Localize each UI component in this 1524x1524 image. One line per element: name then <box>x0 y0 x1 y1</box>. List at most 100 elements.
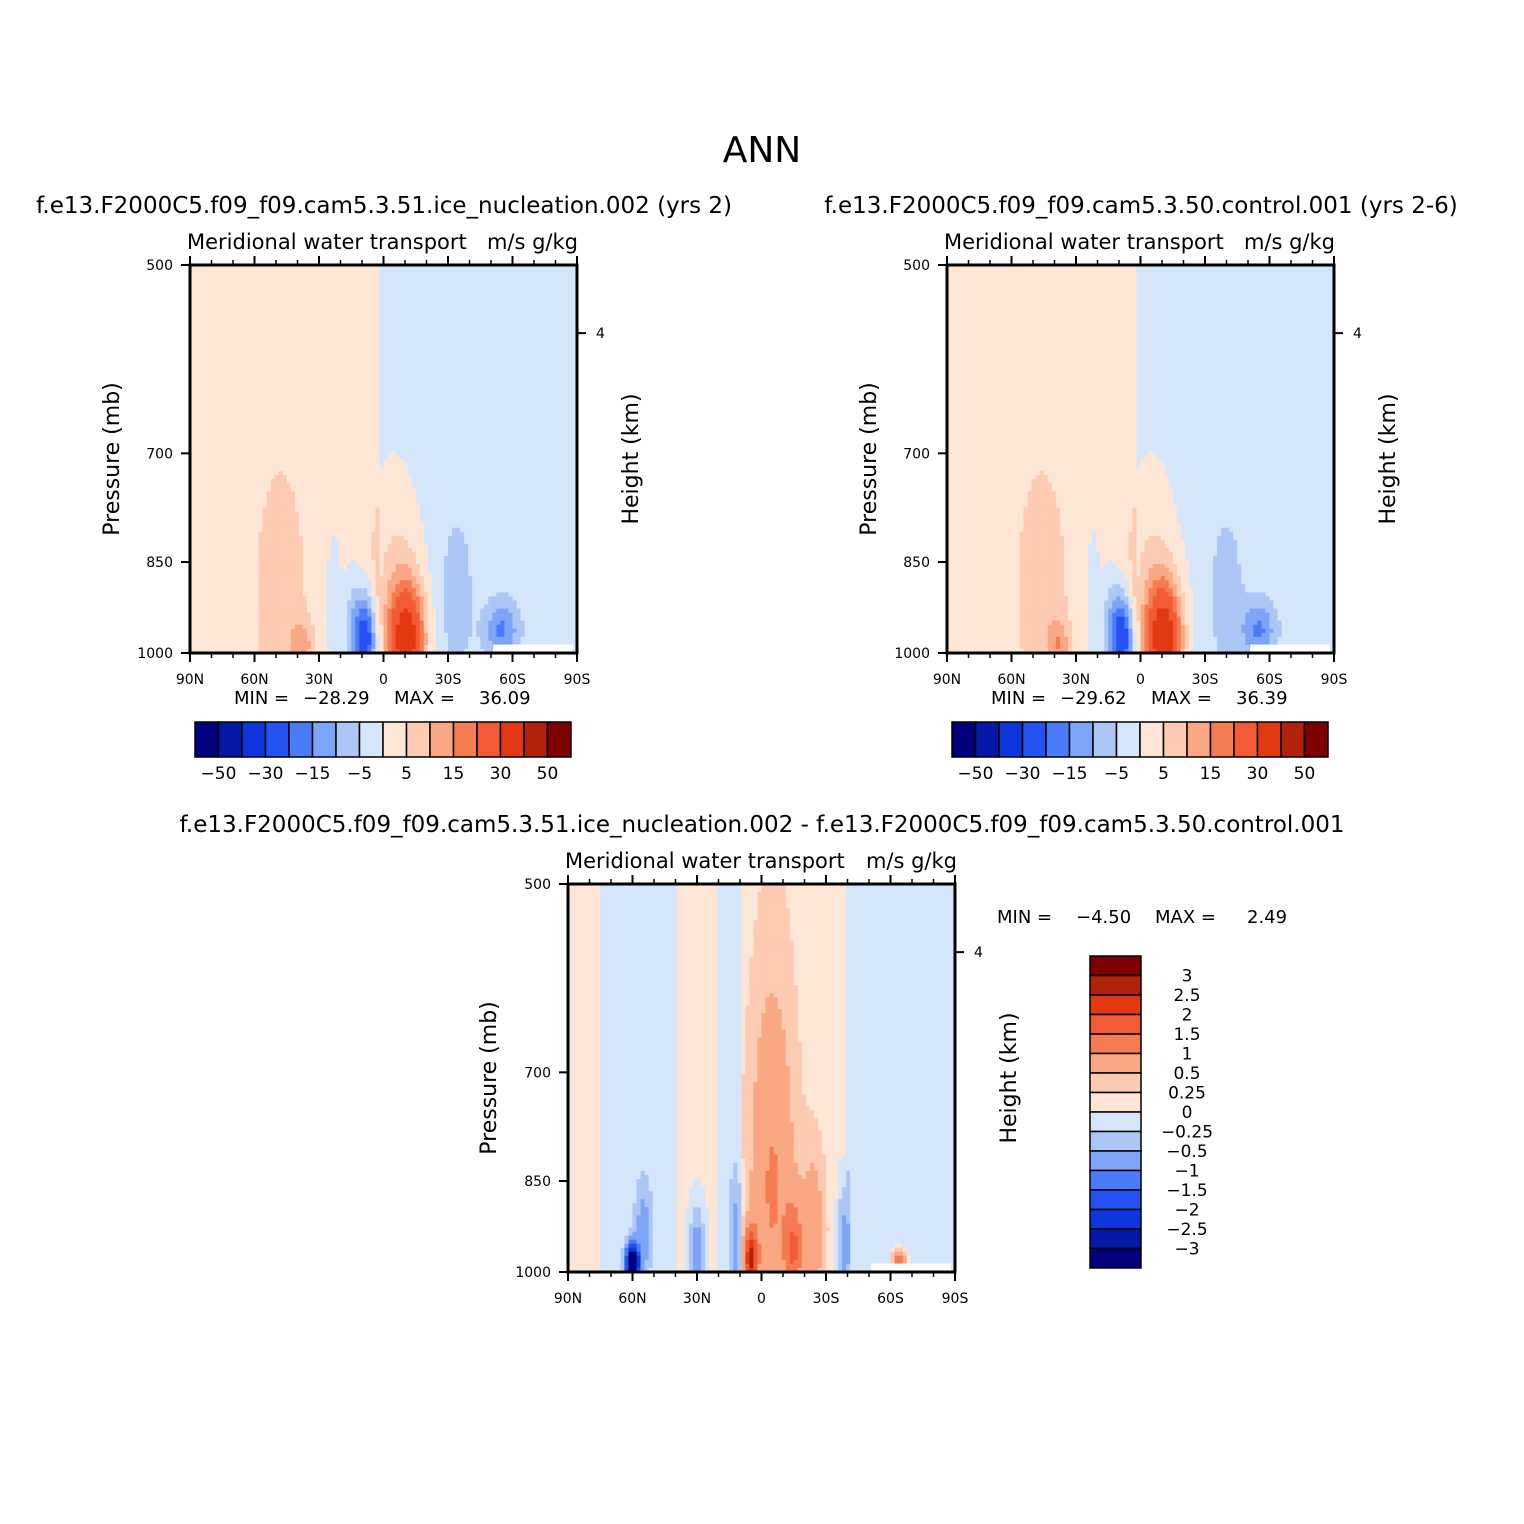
contour-cell <box>258 321 264 327</box>
contour-cell <box>504 265 510 270</box>
contour-cell <box>282 321 288 327</box>
contour-cell <box>544 378 550 383</box>
contour-cell <box>371 313 377 319</box>
contour-cell <box>375 438 381 444</box>
contour-cell <box>234 345 239 351</box>
contour-cell <box>234 390 239 395</box>
contour-cell <box>278 459 284 464</box>
contour-cell <box>302 438 308 444</box>
contour-cell <box>306 313 312 319</box>
contour-cell <box>351 333 356 339</box>
contour-cell <box>512 301 518 307</box>
contour-cell <box>508 305 514 311</box>
contour-cell <box>266 337 272 343</box>
contour-cell <box>391 293 397 298</box>
contour-cell <box>202 418 207 424</box>
contour-cell <box>472 414 477 420</box>
contour-cell <box>351 406 356 412</box>
contour-cell <box>427 430 433 436</box>
contour-cell <box>306 333 312 339</box>
contour-cell <box>391 398 397 404</box>
contour-cell <box>556 265 562 270</box>
contour-cell <box>480 410 485 416</box>
contour-cell <box>379 382 385 387</box>
contour-cell <box>520 293 526 298</box>
contour-cell <box>371 337 377 343</box>
contour-cell <box>323 422 328 428</box>
contour-cell <box>190 297 195 302</box>
contour-cell <box>238 366 244 371</box>
contour-cell <box>379 289 385 294</box>
contour-cell <box>355 386 360 391</box>
contour-cell <box>226 325 231 331</box>
contour-cell <box>335 285 340 290</box>
contour-cell <box>383 345 389 351</box>
contour-cell <box>468 459 473 464</box>
contour-cell <box>254 459 260 464</box>
contour-cell <box>290 281 296 286</box>
contour-cell <box>448 337 453 343</box>
contour-cell <box>464 289 469 294</box>
contour-cell <box>536 277 542 282</box>
contour-cell <box>327 418 332 424</box>
contour-cell <box>476 362 481 367</box>
contour-cell <box>234 370 239 375</box>
contour-cell <box>395 341 401 347</box>
contour-cell <box>379 438 385 444</box>
contour-cell <box>290 297 296 302</box>
contour-cell <box>520 333 526 339</box>
contour-cell <box>480 337 485 343</box>
contour-cell <box>556 273 562 278</box>
contour-cell <box>270 394 276 399</box>
contour-cell <box>504 430 510 436</box>
contour-cell <box>210 374 215 379</box>
contour-cell <box>520 378 526 383</box>
contour-cell <box>290 406 296 412</box>
contour-cell <box>387 277 393 282</box>
contour-cell <box>387 362 393 367</box>
contour-cell <box>540 321 546 327</box>
contour-cell <box>294 378 300 383</box>
contour-cell <box>306 390 312 395</box>
contour-cell <box>335 277 340 282</box>
contour-cell <box>387 446 393 452</box>
contour-cell <box>359 471 364 476</box>
contour-cell <box>556 297 562 302</box>
contour-cell <box>375 406 381 412</box>
contour-cell <box>254 301 260 307</box>
contour-cell <box>238 402 244 408</box>
contour-cell <box>282 418 288 424</box>
contour-cell <box>290 398 296 404</box>
contour-cell <box>504 394 510 399</box>
contour-cell <box>250 285 256 290</box>
contour-cell <box>226 463 231 468</box>
contour-cell <box>540 442 546 448</box>
contour-cell <box>419 366 425 371</box>
contour-cell <box>399 390 405 395</box>
contour-cell <box>343 410 348 416</box>
contour-cell <box>480 430 485 436</box>
contour-cell <box>435 366 441 371</box>
contour-cell <box>351 366 356 371</box>
contour-cell <box>250 337 256 343</box>
contour-cell <box>367 362 373 367</box>
contour-cell <box>572 430 578 436</box>
contour-cell <box>294 285 300 290</box>
contour-cell <box>508 273 514 278</box>
contour-cell <box>556 378 562 383</box>
contour-cell <box>476 454 481 460</box>
contour-cell <box>452 325 457 331</box>
contour-cell <box>367 398 373 404</box>
contour-cell <box>331 374 336 379</box>
contour-cell <box>540 374 546 379</box>
contour-cell <box>274 418 280 424</box>
contour-cell <box>496 406 502 412</box>
contour-cell <box>278 265 284 270</box>
contour-cell <box>480 446 485 452</box>
contour-cell <box>572 394 578 399</box>
contour-cell <box>399 410 405 416</box>
contour-cell <box>214 442 219 448</box>
contour-cell <box>214 450 219 456</box>
contour-cell <box>431 309 437 315</box>
contour-cell <box>383 370 389 375</box>
